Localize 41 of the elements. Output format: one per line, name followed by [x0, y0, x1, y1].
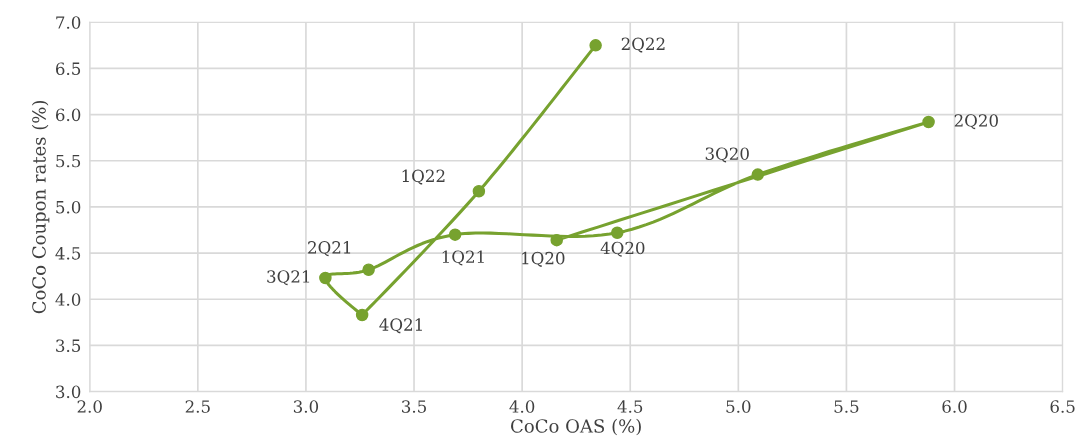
y-tick-label: 5.5	[56, 154, 81, 168]
point	[751, 168, 765, 181]
y-tick-label: 3.5	[56, 339, 81, 352]
y-tick-label: 5.0	[56, 200, 81, 214]
point	[550, 233, 563, 247]
annotation: 4Q20	[600, 241, 645, 257]
x-tick-label: 3.5	[402, 400, 426, 413]
y-tick-label: 6.5	[56, 62, 81, 75]
annotation: 3Q21	[267, 270, 310, 286]
point	[319, 271, 332, 285]
x-tick-label: 5.5	[834, 400, 859, 413]
annotation: 1Q21	[442, 250, 484, 266]
annotation: 2Q22	[621, 37, 665, 53]
annotation: 4Q21	[379, 318, 422, 334]
x-tick-label: 3.0	[293, 400, 319, 413]
x-tick-label: 6.0	[942, 400, 967, 413]
annotation: 1Q20	[522, 251, 565, 267]
x-tick-label: 5.0	[726, 400, 751, 413]
y-tick-label: 7.0	[56, 16, 81, 29]
annotation: 1Q22	[402, 169, 445, 185]
x-tick-label: 4.5	[617, 400, 643, 413]
x-tick-label: 2.0	[77, 400, 102, 413]
annotation: 3Q20	[705, 147, 749, 163]
point	[611, 226, 624, 240]
x-axis-title: CoCo OAS (%)	[511, 418, 641, 436]
x-tick-label: 4.0	[509, 400, 535, 413]
point	[355, 308, 369, 322]
x-tick-label: 2.5	[185, 400, 210, 413]
y-tick-label: 3.0	[56, 385, 81, 399]
y-axis-title: CoCo Coupon rates (%)	[31, 100, 50, 314]
point	[362, 263, 375, 276]
point	[448, 228, 462, 241]
annotation: 2Q21	[308, 241, 351, 257]
annotation: 2Q20	[954, 114, 998, 130]
point	[589, 39, 602, 52]
point	[472, 184, 486, 198]
point	[922, 115, 935, 129]
y-tick-label: 4.0	[55, 293, 81, 306]
y-tick-label: 4.5	[55, 247, 81, 260]
x-tick-label: 6.5	[1050, 400, 1075, 413]
y-tick-label: 6.0	[56, 108, 81, 122]
